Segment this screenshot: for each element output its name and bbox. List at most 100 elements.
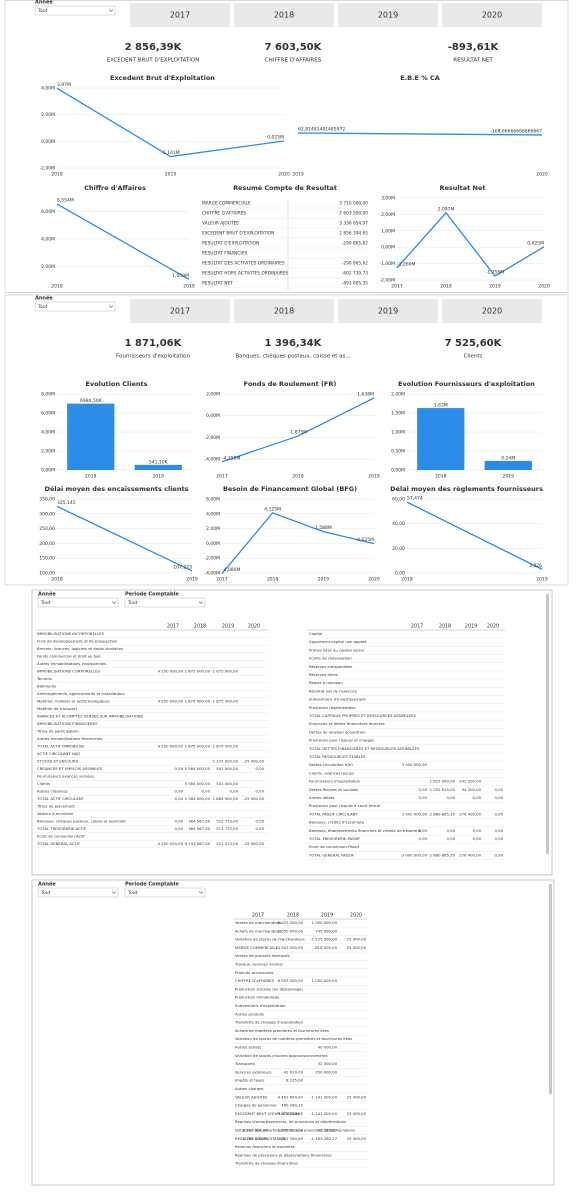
year-button[interactable]	[130, 3, 230, 27]
line-series	[221, 512, 375, 575]
scrollbar[interactable]	[546, 594, 549, 854]
cell-value: 541 000,00	[216, 781, 238, 786]
dropdown[interactable]	[124, 597, 206, 608]
kpi-value: 2 856,39K	[125, 42, 183, 53]
data-label: 541,10K	[149, 459, 169, 465]
year-button[interactable]	[442, 299, 542, 323]
chevron	[108, 305, 114, 308]
x-tick-label: 2018	[51, 172, 63, 178]
year-button[interactable]	[130, 299, 230, 323]
row-label: TOTAL PASSIF CIRCULANT	[308, 811, 359, 816]
data-label: 6984,50K	[80, 398, 103, 404]
cell-value: 0,00	[473, 828, 482, 833]
row-label: Production immobilisée	[235, 995, 280, 1000]
cell-value: 0,00	[495, 828, 504, 833]
row-label: Terrains	[36, 676, 52, 681]
y-tick-label: -1,00M	[379, 261, 395, 267]
row-label: MARGE COMMERCIALE	[202, 201, 251, 207]
row-label: Autres produits	[235, 1011, 264, 1016]
row-label: STOCKS ET ENCOURS	[37, 759, 79, 764]
row-label: Ventes de produits fabriqués	[235, 953, 290, 958]
dropdown[interactable]	[124, 887, 206, 898]
row-label: Achats de marchandises	[235, 928, 281, 933]
data-label: -4,080M	[222, 567, 241, 573]
row-label: Services extérieurs	[235, 1069, 271, 1074]
year-button-label: 2019	[378, 307, 398, 316]
year-button[interactable]	[442, 3, 542, 27]
cell-value: 0,00	[447, 828, 456, 833]
data-label: 4,125M	[264, 506, 281, 512]
row-label: ACTIF CIRCULANT HAO	[37, 751, 80, 756]
year-button[interactable]	[234, 3, 334, 27]
cell-value: 0,00	[175, 789, 184, 794]
cell-value: 1 225 000,00	[213, 759, 239, 764]
cell-value: 480 260,32	[281, 1103, 303, 1108]
cell-value: 9 743 567,00	[185, 841, 211, 846]
dropdown[interactable]	[34, 301, 116, 312]
row-label: Clients, avances reçues	[309, 770, 354, 775]
x-tick-label: 2019	[318, 577, 330, 583]
x-tick-label: 2017	[216, 474, 228, 480]
year-button[interactable]	[338, 3, 438, 27]
cell-value: -1 875 000,00	[211, 699, 238, 704]
y-tick-label: 20,00	[392, 546, 405, 552]
filter-label: Periode Comptable	[125, 592, 179, 598]
data-label: 3,97M	[57, 82, 71, 88]
chart-title: Délai moyen des encaissements clients	[45, 485, 189, 493]
column-header: 2018	[194, 624, 206, 630]
cell-value: 0,00	[256, 819, 265, 824]
cell-value: 25 000,00	[347, 1094, 367, 1099]
cell-value: 5 584 000,00	[185, 796, 211, 801]
column-header: 2018	[439, 624, 451, 630]
row-label: RESULTAT DES ACTIVITES ORDINAIRES	[202, 261, 285, 267]
row-label: Ecart de conversion-Passif	[309, 844, 360, 849]
x-tick-label: 2017	[216, 577, 228, 583]
cell-value: 1 625 990,00	[430, 779, 456, 784]
dropdown[interactable]	[37, 887, 119, 898]
cell-value: 25 000,00	[347, 937, 367, 942]
row-label: Dotations aux amortissements, aux provis…	[235, 1128, 355, 1133]
row-label: Titres de placement	[36, 804, 75, 809]
x-tick-label: 2018	[435, 474, 447, 480]
dropdown[interactable]	[34, 5, 116, 16]
row-value: -290 865,62	[342, 261, 368, 267]
chevron	[111, 601, 117, 604]
column-header: 2017	[167, 624, 179, 630]
cell-value: 6 553 500,00	[278, 920, 304, 925]
cell-value: 0,00	[202, 789, 211, 794]
scrollbar[interactable]	[549, 884, 552, 1094]
chart-title: Evolution Fournisseurs d'exploitation	[398, 380, 535, 388]
cell-value: 1 875 000,00	[185, 699, 211, 704]
y-tick-label: 2,00M	[381, 212, 395, 218]
filter-value: Tout	[37, 304, 48, 310]
y-tick-label: 2,00M	[206, 392, 220, 398]
row-label: TOTAL TRESORERIE-PASSIF	[308, 836, 360, 841]
year-button[interactable]	[234, 299, 334, 323]
y-tick-label: 300,00	[39, 511, 55, 517]
row-label: Autres immobilisations financieres	[37, 736, 102, 741]
x-tick-label: 2018	[292, 474, 304, 480]
row-label: Provisions réglementées	[309, 705, 355, 710]
cell-value: 2 097 394,65	[278, 1136, 304, 1141]
row-label: Travaux, services vendus	[234, 962, 283, 967]
year-button-label: 2019	[378, 11, 398, 20]
x-tick-label: 2017	[391, 284, 403, 290]
row-label: Matériel, mobilier et actifs biologiques	[37, 699, 110, 704]
chart-title: E.B.E % CA	[400, 74, 440, 82]
kpi-label: RESULTAT NET	[453, 58, 493, 64]
line-series	[221, 397, 375, 463]
year-button[interactable]	[338, 299, 438, 323]
cell-value: -25 000,00	[243, 796, 264, 801]
data-label: 1,63M	[434, 403, 448, 409]
dropdown[interactable]	[37, 597, 119, 608]
chart-title: Evolution Clients	[86, 380, 148, 388]
column-header: 2017	[411, 624, 423, 630]
row-label: Apporteurs capital non appelé	[309, 639, 367, 644]
cell-value: -1 875 000,00	[211, 744, 238, 749]
cell-value: 0,00	[175, 796, 184, 801]
cell-value: 1 250 000,00	[243, 1128, 269, 1133]
row-label: EXCEDENT BRUT D'EXPLOITATION	[235, 1111, 299, 1116]
cell-value: 0,00	[495, 852, 504, 857]
cell-value: 0,00	[419, 787, 428, 792]
